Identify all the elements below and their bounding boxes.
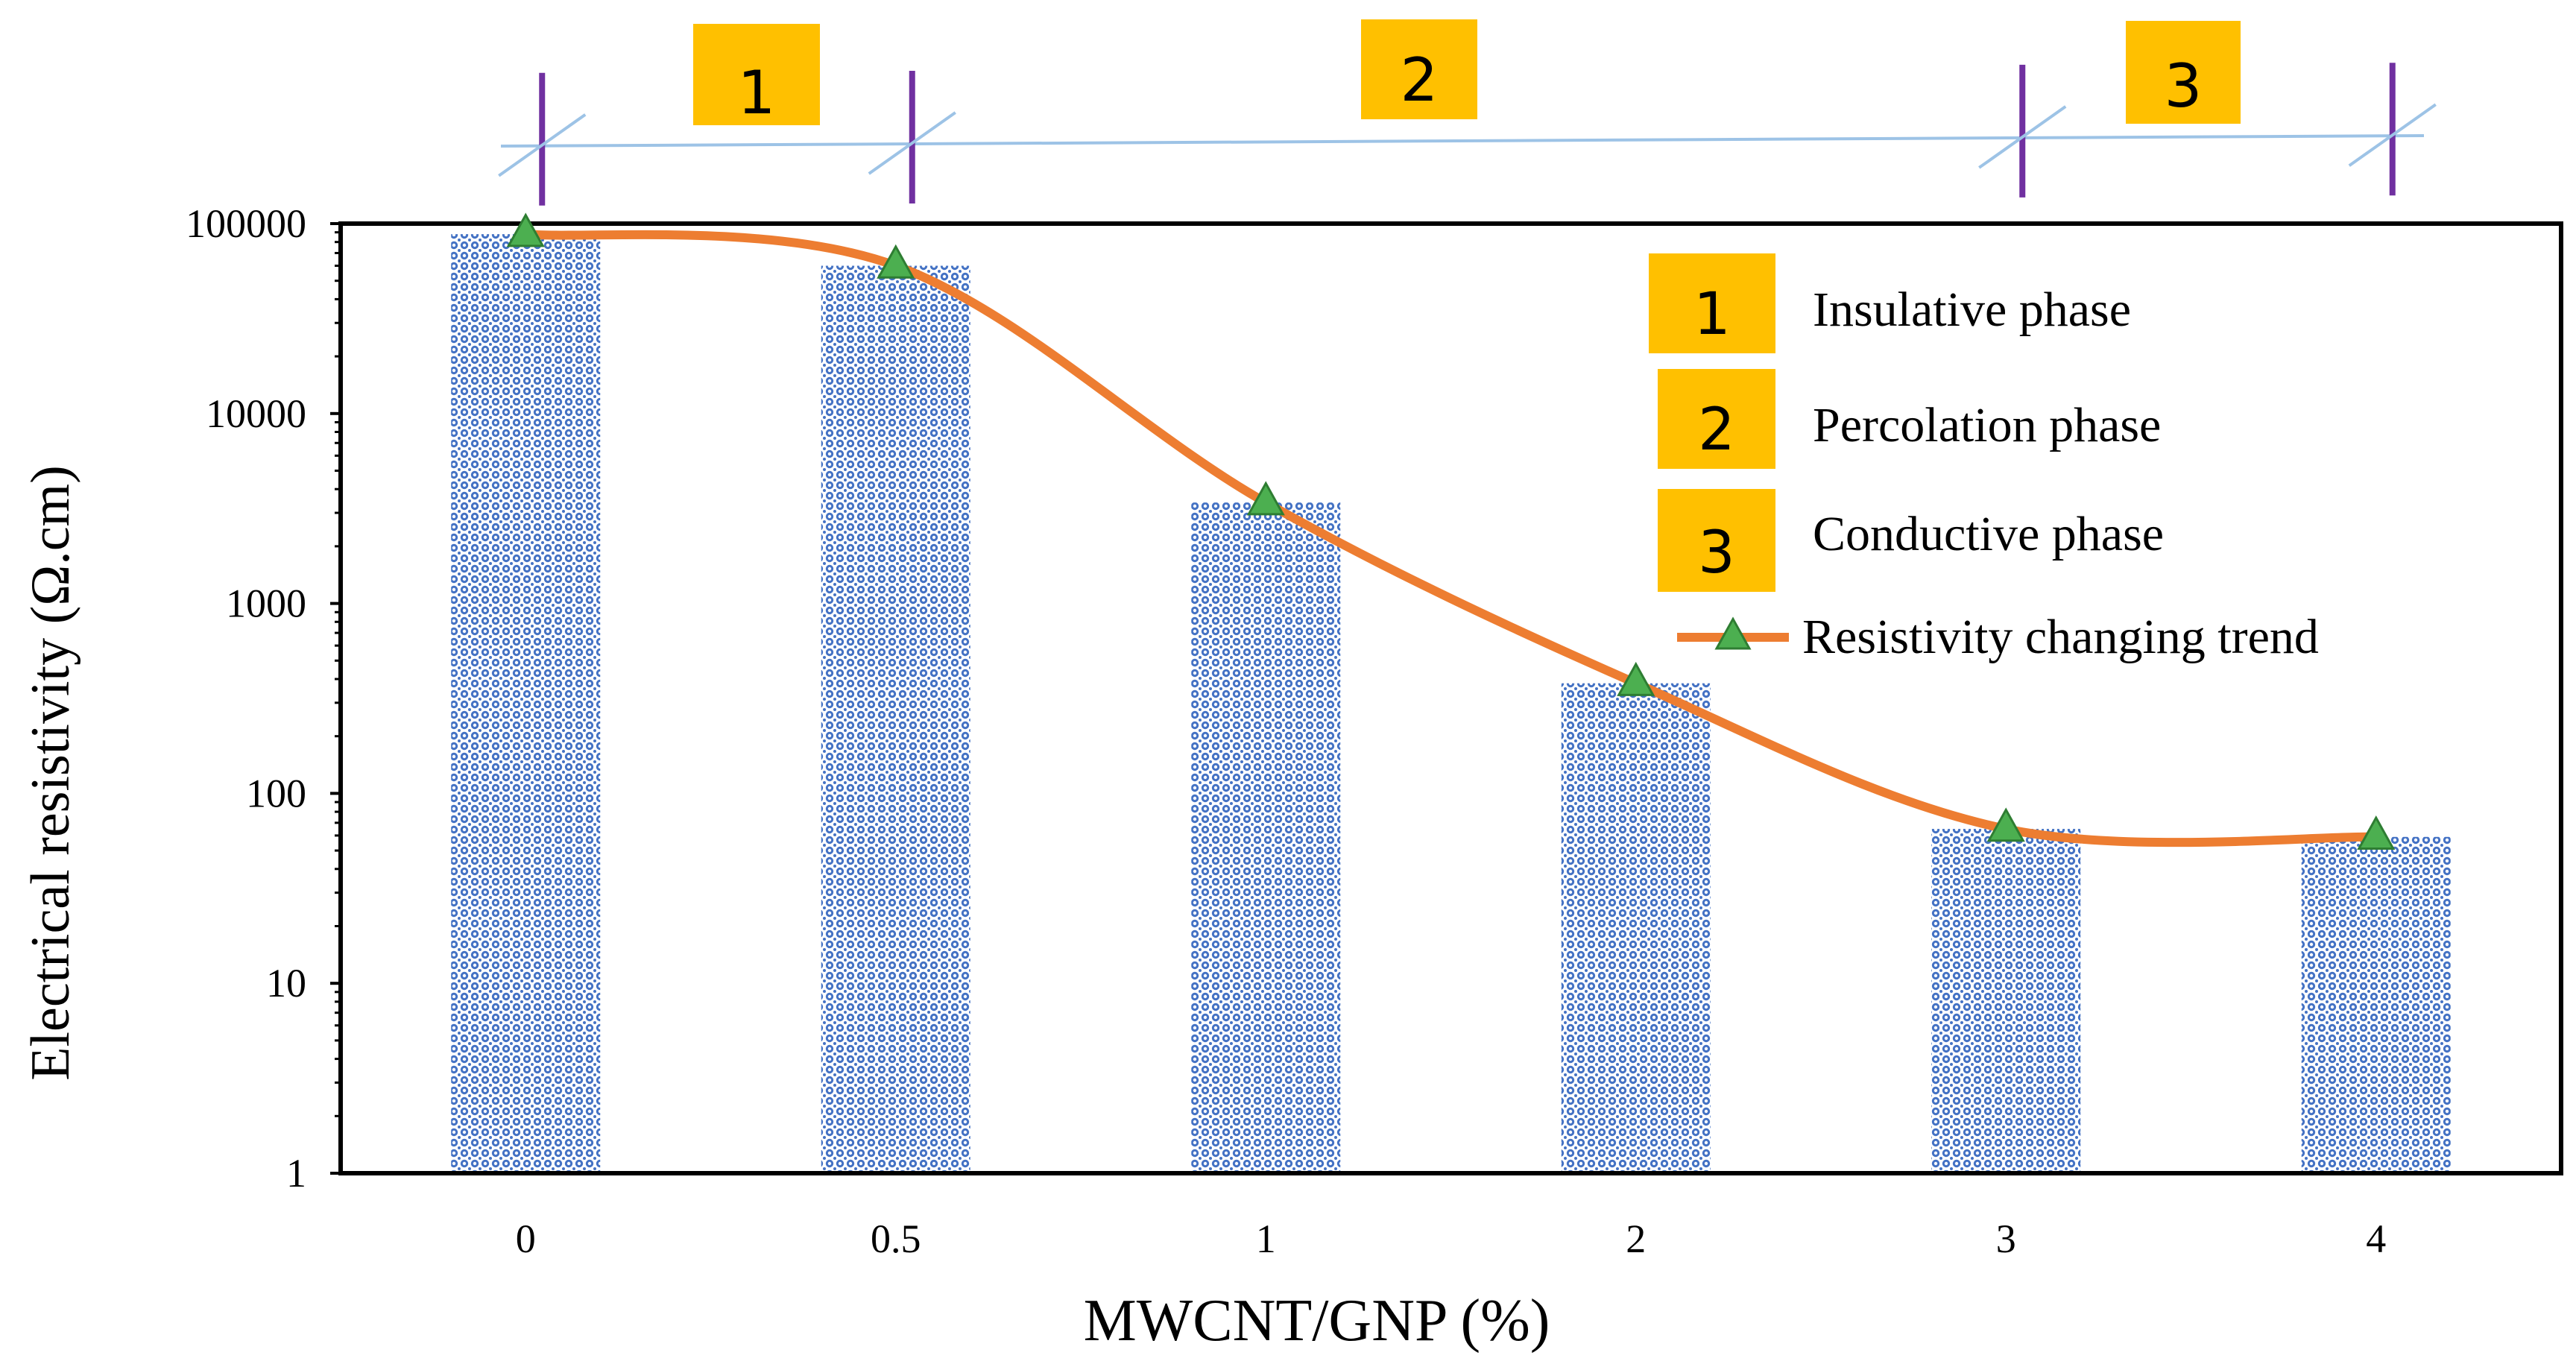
x-tick-label: 4 (2366, 1216, 2386, 1261)
x-tick-label: 0.5 (871, 1216, 921, 1261)
phase-annotations: 1 2 3 (498, 19, 2437, 206)
bar-4 (2301, 836, 2451, 1173)
y-tick-label: 10 (266, 961, 306, 1006)
trend-line (521, 230, 2381, 847)
y-tick-label: 1000 (226, 581, 306, 626)
phase-number-2: 2 (1401, 45, 1439, 115)
bar-2 (1561, 683, 1711, 1173)
legend-phase-box-1 (1649, 253, 1775, 353)
trend-marker-1 (1246, 481, 1285, 516)
trend-marker-2 (1617, 661, 1655, 696)
x-tick-label: 1 (1256, 1216, 1276, 1261)
phase-boundary-slash (868, 111, 956, 175)
axes: 1 10 100 1000 10000 100000 0 0.5 1 2 3 4 MWCNT/GNP (… (20, 201, 2563, 1354)
y-tick-label: 1 (286, 1151, 306, 1196)
phase-axis-line (500, 134, 2425, 148)
legend-phase-label-2: Percolation phase (1813, 398, 2161, 452)
x-tick-label: 3 (1996, 1216, 2016, 1261)
phase-box-1 (693, 24, 820, 125)
phase-box-3 (2126, 21, 2241, 124)
legend-phase-number-3: 3 (1698, 520, 1735, 587)
phase-box-2 (1361, 19, 1477, 119)
x-axis-title: MWCNT/GNP (%) (1084, 1288, 1550, 1354)
bar-0 (451, 234, 601, 1174)
y-tick-label: 10000 (206, 391, 306, 436)
legend-phase-number-1: 1 (1693, 281, 1731, 348)
legend-phase-label-3: Conductive phase (1813, 507, 2164, 561)
trend-series (506, 212, 2396, 850)
trend-marker-0 (506, 212, 545, 247)
phase-boundary-slash (1978, 105, 2067, 169)
plot-frame (338, 221, 2563, 1175)
x-tick-label: 0 (516, 1216, 536, 1261)
bar-1 (1191, 502, 1341, 1173)
phase-number-1: 1 (738, 58, 776, 127)
legend-phase-box-2 (1658, 369, 1775, 469)
legend: 1 Insulative phase 2 Percolation phase 3 Cond… (1649, 253, 2319, 664)
y-tick-label: 100 (246, 771, 306, 815)
bar-0-5 (821, 265, 970, 1173)
phase-boundary-slash (498, 113, 587, 177)
bar-series (451, 234, 2451, 1174)
phase-boundary-slash (2348, 103, 2437, 167)
legend-phase-box-3 (1658, 489, 1775, 592)
trend-marker-4 (2357, 815, 2396, 850)
trend-marker-0-5 (877, 244, 915, 279)
legend-phase-label-1: Insulative phase (1813, 282, 2131, 337)
y-tick-label: 100000 (186, 201, 306, 246)
phase-number-3: 3 (2165, 51, 2203, 121)
legend-trend-marker (1714, 616, 1752, 650)
x-tick-label: 2 (1626, 1216, 1646, 1261)
trend-marker-3 (1986, 807, 2025, 842)
bar-3 (1931, 829, 2081, 1173)
legend-trend-label: Resistivity changing trend (1802, 610, 2319, 664)
y-axis-title: Electrical resistivity (Ω.cm) (20, 465, 81, 1081)
legend-phase-number-2: 2 (1698, 397, 1735, 464)
